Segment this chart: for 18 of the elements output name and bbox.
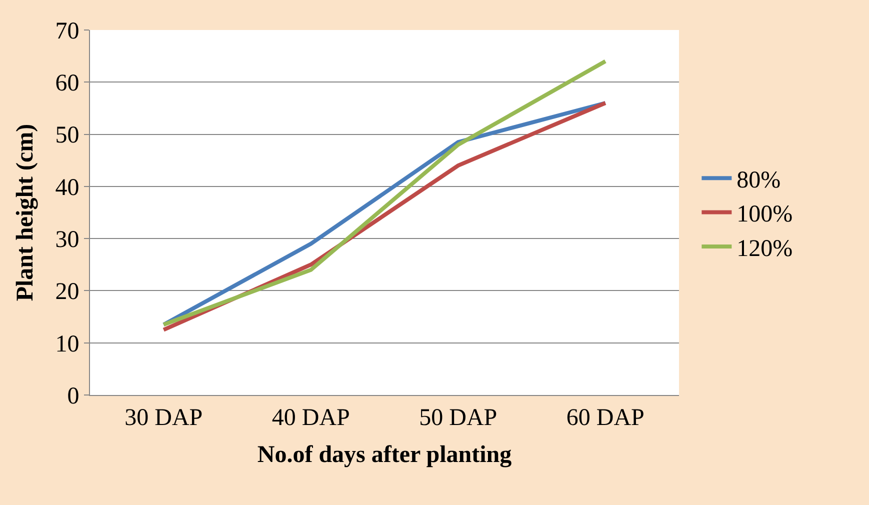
y-tick-label: 60 xyxy=(55,70,80,97)
y-tick-label: 50 xyxy=(55,122,80,149)
y-axis-title: Plant height (cm) xyxy=(12,124,38,302)
line-series xyxy=(162,59,608,327)
y-tick-label: 0 xyxy=(67,383,80,410)
y-tick-label: 20 xyxy=(55,279,80,306)
x-tick-label: 50 DAP xyxy=(419,404,498,431)
x-tick-label: 60 DAP xyxy=(566,404,644,431)
x-tick-label: 40 DAP xyxy=(272,404,350,431)
legend-label: 100% xyxy=(736,202,793,228)
x-axis-title: No.of days after planting xyxy=(257,442,512,468)
legend-label: 80% xyxy=(736,167,781,194)
x-tick-label: 30 DAP xyxy=(124,404,203,431)
y-tick-label: 70 xyxy=(55,18,80,44)
legend-label: 120% xyxy=(736,236,793,262)
y-tick-label: 10 xyxy=(55,331,80,358)
y-tick-label: 40 xyxy=(55,174,80,201)
y-tick-label: 30 xyxy=(55,226,80,253)
